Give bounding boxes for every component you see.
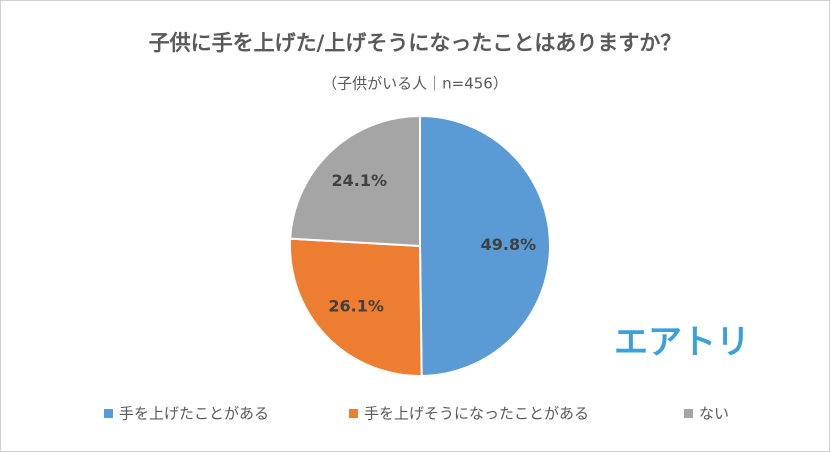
chart-subtitle: （子供がいる人｜n=456） [322, 75, 508, 93]
pie-slice [289, 237, 423, 377]
legend-swatch [104, 409, 113, 418]
data-label: 24.1% [332, 171, 388, 190]
data-label: 49.8% [481, 235, 537, 254]
pie-slice [419, 114, 551, 378]
legend-label: 手を上げたことがある [119, 405, 269, 423]
legend-swatch [349, 409, 358, 418]
legend-swatch [684, 409, 693, 418]
chart-title: 子供に手を上げた/上げそうになったことはありますか？ [149, 31, 682, 55]
logo: エアトリ [614, 323, 750, 363]
pie-slice [289, 114, 421, 248]
legend-label: 手を上げそうになったことがある [364, 405, 589, 423]
legend-label: ない [699, 405, 729, 423]
data-label: 26.1% [328, 297, 384, 316]
